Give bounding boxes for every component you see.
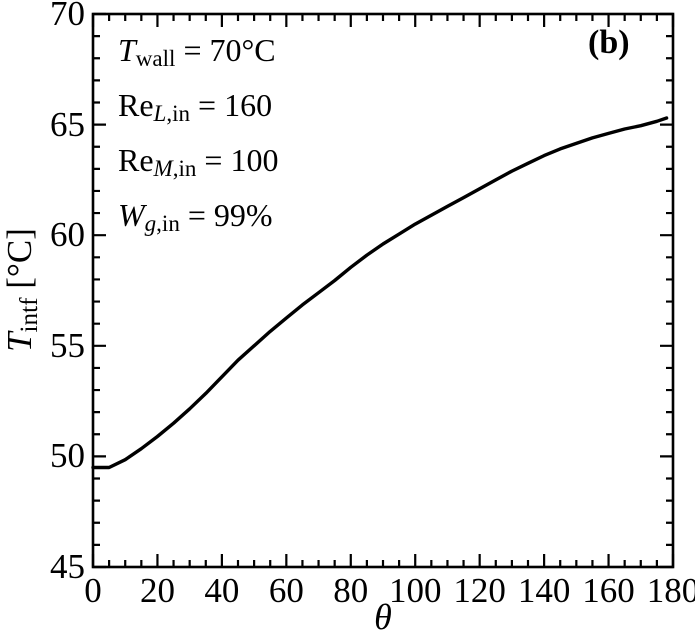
x-tick-label: 180 [646,571,695,610]
annotation-wg-inlet: Wg,in = 99% [118,192,278,247]
x-tick-label: 140 [517,571,571,610]
x-tick-label: 60 [268,571,304,610]
x-tick-label: 80 [333,571,369,610]
x-axis-label: θ [374,596,392,636]
text-segment: M [153,155,173,182]
y-tick-label: 65 [50,104,85,144]
x-tick-label: 20 [139,571,175,610]
axis-ticks [91,12,675,569]
annotation-twall: Twall = 70°C [118,27,278,82]
panel-label: (b) [588,24,630,61]
text-segment: g [144,210,157,237]
y-tick-label: 50 [50,436,85,476]
text-segment: = 160 [190,87,273,124]
y-tick-label: 55 [50,325,85,365]
text-segment: = 100 [196,142,279,179]
y-tick-label: 45 [50,547,85,586]
x-tick-label: 0 [84,571,102,610]
text-segment: T [118,32,136,68]
annotation-block: Twall = 70°C ReL,in = 160 ReM,in = 100 W… [118,27,278,247]
y-tick-label: 60 [50,215,85,255]
text-segment: ,in [172,155,197,182]
x-tick-label: 40 [204,571,240,610]
text-segment: Re [118,142,154,179]
text-segment: wall [135,45,176,72]
text-segment: L [153,100,167,127]
text-segment: Re [118,87,154,124]
annotation-re-mixture: ReM,in = 100 [118,137,278,192]
text-segment: = 70°C [175,32,276,68]
x-tick-label: 100 [388,571,442,610]
text-segment: = 99% [179,197,273,234]
y-tick-label: 70 [50,0,85,33]
annotation-re-liquid: ReL,in = 160 [118,82,278,137]
text-segment: W [118,197,145,234]
text-segment: θ [374,597,392,636]
x-tick-label: 120 [453,571,506,610]
tintf-curve [91,116,669,470]
text-segment: ,in [166,100,191,127]
x-tick-label: 160 [582,571,635,610]
text-segment: ,in [156,210,180,237]
